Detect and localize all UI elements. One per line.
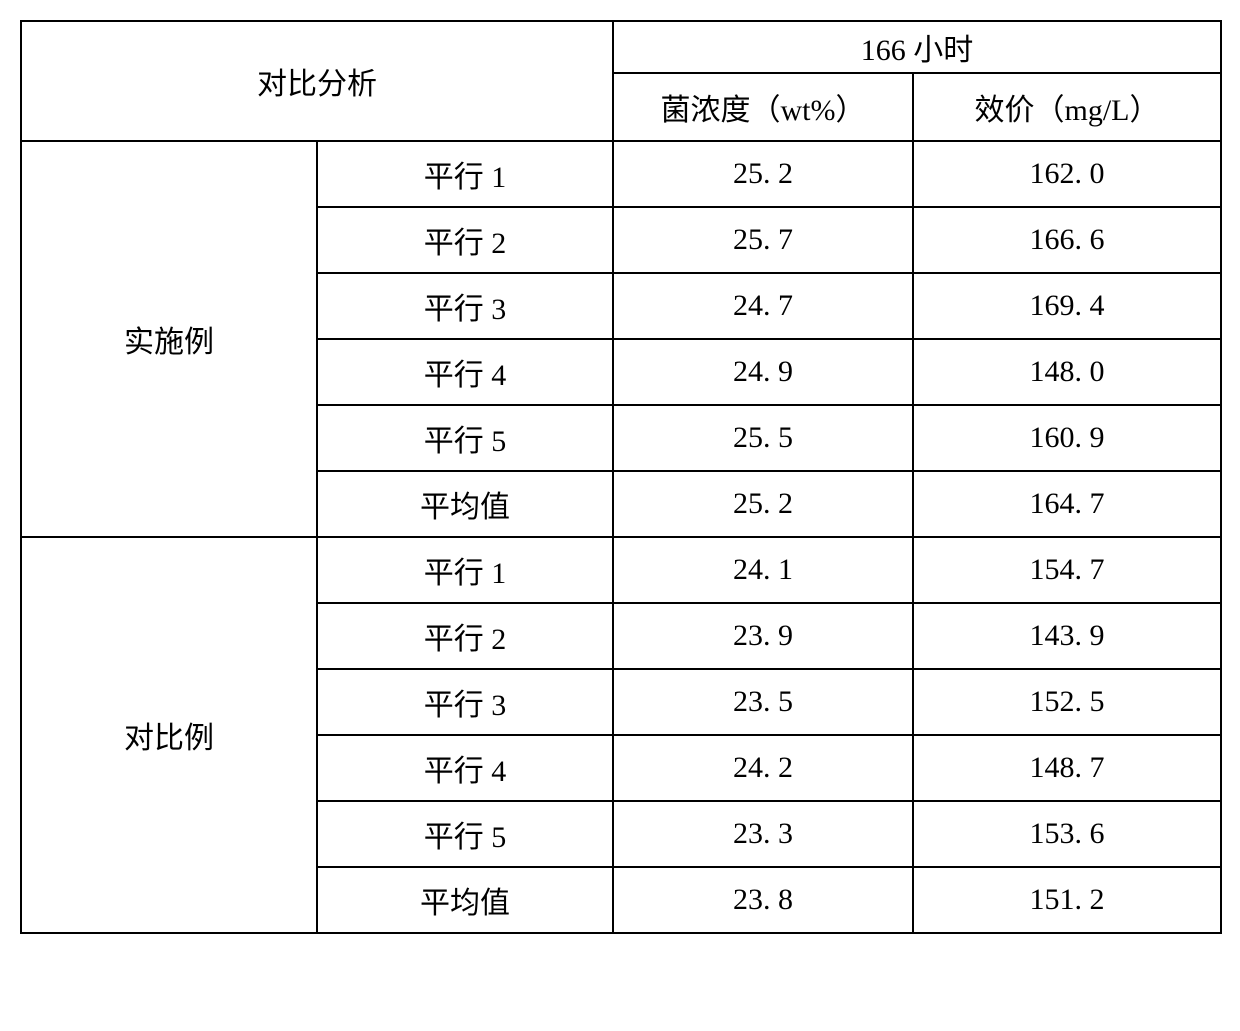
- row-label: 平行 5: [317, 801, 613, 867]
- table-row: 对比例 平行 1 24. 1 154. 7: [21, 537, 1221, 603]
- row-concentration: 25. 5: [613, 405, 913, 471]
- row-titer: 154. 7: [913, 537, 1221, 603]
- row-titer: 153. 6: [913, 801, 1221, 867]
- row-concentration: 23. 8: [613, 867, 913, 933]
- row-label: 平均值: [317, 867, 613, 933]
- header-titer: 效价（mg/L）: [913, 73, 1221, 141]
- row-titer: 148. 7: [913, 735, 1221, 801]
- row-titer: 169. 4: [913, 273, 1221, 339]
- row-label: 平行 2: [317, 207, 613, 273]
- row-label: 平行 2: [317, 603, 613, 669]
- row-concentration: 25. 2: [613, 471, 913, 537]
- row-titer: 164. 7: [913, 471, 1221, 537]
- header-analysis: 对比分析: [21, 21, 613, 141]
- header-concentration: 菌浓度（wt%）: [613, 73, 913, 141]
- row-concentration: 23. 5: [613, 669, 913, 735]
- row-concentration: 24. 7: [613, 273, 913, 339]
- comparison-table: 对比分析 166 小时 菌浓度（wt%） 效价（mg/L） 实施例 平行 1 2…: [20, 20, 1222, 934]
- row-titer: 166. 6: [913, 207, 1221, 273]
- row-label: 平行 1: [317, 141, 613, 207]
- row-titer: 148. 0: [913, 339, 1221, 405]
- row-concentration: 23. 9: [613, 603, 913, 669]
- row-titer: 151. 2: [913, 867, 1221, 933]
- row-label: 平行 4: [317, 735, 613, 801]
- row-label: 平行 3: [317, 273, 613, 339]
- row-label: 平行 1: [317, 537, 613, 603]
- row-label: 平均值: [317, 471, 613, 537]
- row-label: 平行 5: [317, 405, 613, 471]
- row-titer: 143. 9: [913, 603, 1221, 669]
- row-label: 平行 3: [317, 669, 613, 735]
- row-concentration: 23. 3: [613, 801, 913, 867]
- row-concentration: 24. 1: [613, 537, 913, 603]
- header-time: 166 小时: [613, 21, 1221, 73]
- row-titer: 152. 5: [913, 669, 1221, 735]
- group-name: 对比例: [21, 537, 317, 933]
- row-concentration: 24. 9: [613, 339, 913, 405]
- row-concentration: 24. 2: [613, 735, 913, 801]
- table-row: 实施例 平行 1 25. 2 162. 0: [21, 141, 1221, 207]
- row-label: 平行 4: [317, 339, 613, 405]
- row-titer: 160. 9: [913, 405, 1221, 471]
- group-name: 实施例: [21, 141, 317, 537]
- row-titer: 162. 0: [913, 141, 1221, 207]
- row-concentration: 25. 7: [613, 207, 913, 273]
- row-concentration: 25. 2: [613, 141, 913, 207]
